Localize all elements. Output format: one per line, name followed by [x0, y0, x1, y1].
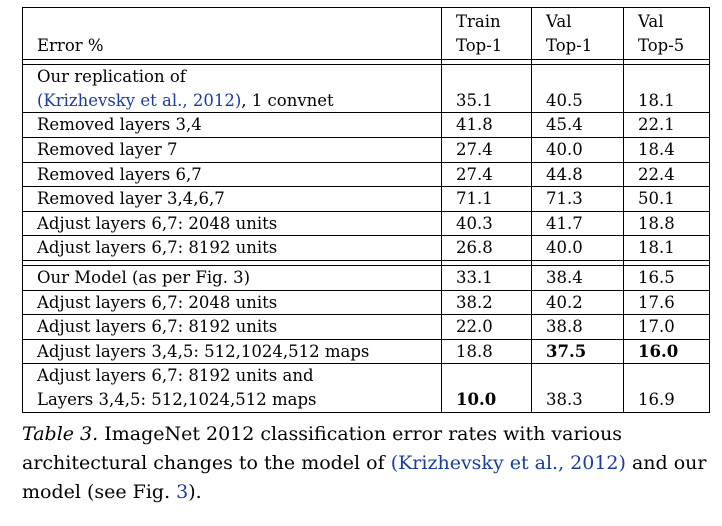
cell-train-top1: 38.2	[441, 290, 531, 316]
cell-val-top5: 22.4	[623, 162, 709, 188]
header-val-top5: Val Top-5	[623, 7, 709, 61]
cell-val-top5: 16.5	[623, 264, 709, 291]
cell-train-top1: 18.8	[441, 339, 531, 365]
cell-train-top1: 27.4	[441, 137, 531, 163]
group-our-model: Our Model (as per Fig. 3) 33.1 38.4 16.5…	[23, 264, 709, 413]
caption-text-3: ).	[188, 481, 202, 503]
header-train-top1: Train Top-1	[441, 7, 531, 61]
row-label: Adjust layers 6,7: 2048 units	[23, 212, 441, 237]
table-row: Our Model (as per Fig. 3) 33.1 38.4 16.5	[23, 264, 709, 291]
cell-train-top1: 33.1	[441, 264, 531, 291]
cell-val-top1-best: 37.5	[531, 339, 623, 365]
table-header-row: Error % Train Top-1 Val Top-1 Val Top-5	[23, 7, 709, 61]
table-row: Removed layers 6,7 27.4 44.8 22.4	[23, 162, 709, 188]
cell-val-top1: 71.3	[531, 187, 623, 212]
cell-train-top1: 41.8	[441, 113, 531, 138]
row-label: Our replication of (Krizhevsky et al., 2…	[23, 64, 441, 114]
cell-val-top5: 22.1	[623, 113, 709, 138]
cell-val-top1: 38.8	[531, 315, 623, 340]
cell-val-top1: 40.2	[531, 290, 623, 316]
cell-val-top5: 18.1	[623, 236, 709, 261]
row-label: Removed layers 3,4	[23, 113, 441, 138]
header-label: Error %	[23, 7, 441, 61]
table-caption: Table 3. ImageNet 2012 classification er…	[22, 420, 708, 507]
cell-val-top1: 41.7	[531, 211, 623, 237]
table-row: Adjust layers 6,7: 8192 units 26.8 40.0 …	[23, 236, 709, 261]
row-label: Adjust layers 6,7: 8192 units	[23, 315, 441, 340]
caption-text: ImageNet 2012 classification error rates…	[22, 423, 623, 474]
cell-val-top5: 17.6	[623, 290, 709, 316]
cell-train-top1: 40.3	[441, 211, 531, 237]
cell-val-top5: 18.4	[623, 137, 709, 163]
table-row: Adjust layers 6,7: 2048 units 38.2 40.2 …	[23, 290, 709, 316]
row-label: Adjust layers 3,4,5: 512,1024,512 maps	[23, 340, 441, 365]
row-label: Adjust layers 6,7: 8192 units	[23, 236, 441, 261]
cell-train-top1: 27.4	[441, 162, 531, 188]
row-label: Adjust layers 6,7: 8192 units and Layers…	[23, 364, 441, 413]
table-row: Adjust layers 3,4,5: 512,1024,512 maps 1…	[23, 339, 709, 365]
row-label: Removed layers 6,7	[23, 163, 441, 188]
cell-val-top5: 17.0	[623, 315, 709, 340]
cell-val-top1: 40.0	[531, 236, 623, 261]
table-row: Adjust layers 6,7: 8192 units 22.0 38.8 …	[23, 315, 709, 340]
cell-train-top1: 71.1	[441, 187, 531, 212]
table-row: Removed layer 7 27.4 40.0 18.4	[23, 137, 709, 163]
results-table-container: Error % Train Top-1 Val Top-1 Val Top-5	[22, 7, 710, 413]
row-label: Adjust layers 6,7: 2048 units	[23, 291, 441, 316]
caption-citation-link[interactable]: (Krizhevsky et al., 2012)	[390, 452, 626, 474]
cell-val-top5: 18.1	[623, 64, 709, 114]
table-row: Removed layers 3,4 41.8 45.4 22.1	[23, 113, 709, 138]
caption-label: Table 3.	[22, 423, 99, 445]
table-row: Removed layer 3,4,6,7 71.1 71.3 50.1	[23, 187, 709, 212]
cell-val-top1: 40.0	[531, 137, 623, 163]
results-table: Error % Train Top-1 Val Top-1 Val Top-5	[22, 7, 710, 413]
group-replication: Our replication of (Krizhevsky et al., 2…	[23, 64, 709, 261]
table-row: Adjust layers 6,7: 8192 units and Layers…	[23, 364, 709, 413]
cell-train-top1: 26.8	[441, 236, 531, 261]
caption-text-2: and our model (see Fig.	[22, 452, 707, 503]
cell-train-top1: 22.0	[441, 315, 531, 340]
cell-val-top5: 18.8	[623, 211, 709, 237]
cell-val-top1: 45.4	[531, 113, 623, 138]
cell-val-top5: 16.9	[623, 364, 709, 413]
caption-figure-link[interactable]: 3	[176, 481, 189, 503]
table-row: Adjust layers 6,7: 2048 units 40.3 41.7 …	[23, 211, 709, 237]
citation-link[interactable]: (Krizhevsky et al., 2012)	[37, 90, 242, 110]
header-val-top1: Val Top-1	[531, 7, 623, 61]
cell-val-top1: 38.4	[531, 264, 623, 291]
table-row: Our replication of (Krizhevsky et al., 2…	[23, 64, 709, 114]
cell-val-top1: 40.5	[531, 64, 623, 114]
row-label: Removed layer 7	[23, 138, 441, 163]
row-label: Removed layer 3,4,6,7	[23, 187, 441, 212]
cell-val-top5-best: 16.0	[623, 339, 709, 365]
cell-train-top1: 35.1	[441, 64, 531, 114]
cell-val-top1: 38.3	[531, 364, 623, 413]
row-label: Our Model (as per Fig. 3)	[23, 264, 441, 291]
cell-val-top5: 50.1	[623, 187, 709, 212]
cell-train-top1-best: 10.0	[441, 364, 531, 413]
cell-val-top1: 44.8	[531, 162, 623, 188]
